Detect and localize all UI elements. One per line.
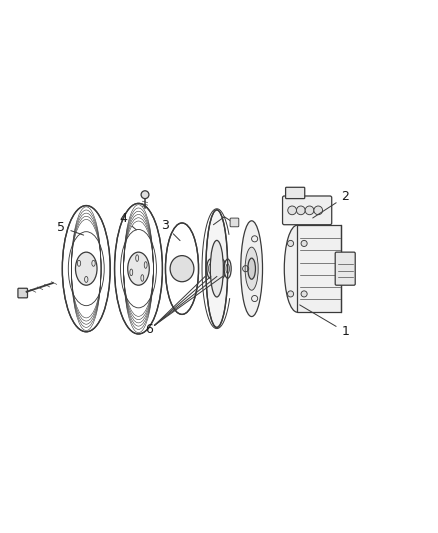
Ellipse shape: [241, 221, 262, 317]
Text: 4: 4: [119, 212, 136, 230]
Circle shape: [288, 206, 297, 215]
Text: 1: 1: [300, 305, 349, 338]
Ellipse shape: [245, 247, 258, 290]
Ellipse shape: [207, 259, 214, 278]
FancyBboxPatch shape: [18, 288, 28, 298]
Ellipse shape: [219, 259, 226, 278]
Circle shape: [301, 240, 307, 246]
Bar: [297, 225, 341, 312]
Ellipse shape: [213, 259, 220, 278]
Ellipse shape: [75, 252, 97, 285]
Ellipse shape: [284, 225, 311, 312]
Text: 6: 6: [145, 323, 153, 336]
Circle shape: [141, 191, 149, 199]
Ellipse shape: [128, 252, 149, 285]
Ellipse shape: [224, 259, 231, 278]
Text: 5: 5: [57, 221, 84, 235]
Ellipse shape: [115, 204, 162, 334]
Ellipse shape: [206, 210, 228, 327]
Circle shape: [301, 291, 307, 297]
Ellipse shape: [166, 223, 198, 314]
Circle shape: [287, 240, 293, 246]
Text: 2: 2: [313, 190, 349, 218]
Circle shape: [287, 291, 293, 297]
Circle shape: [305, 206, 314, 215]
Circle shape: [314, 206, 322, 215]
Ellipse shape: [170, 256, 194, 282]
Text: 3: 3: [161, 219, 180, 240]
Circle shape: [297, 206, 305, 215]
Ellipse shape: [248, 258, 255, 279]
FancyBboxPatch shape: [286, 187, 305, 199]
FancyBboxPatch shape: [283, 196, 332, 225]
Ellipse shape: [210, 240, 223, 297]
FancyBboxPatch shape: [335, 252, 355, 285]
Ellipse shape: [62, 206, 110, 332]
FancyBboxPatch shape: [230, 218, 239, 227]
